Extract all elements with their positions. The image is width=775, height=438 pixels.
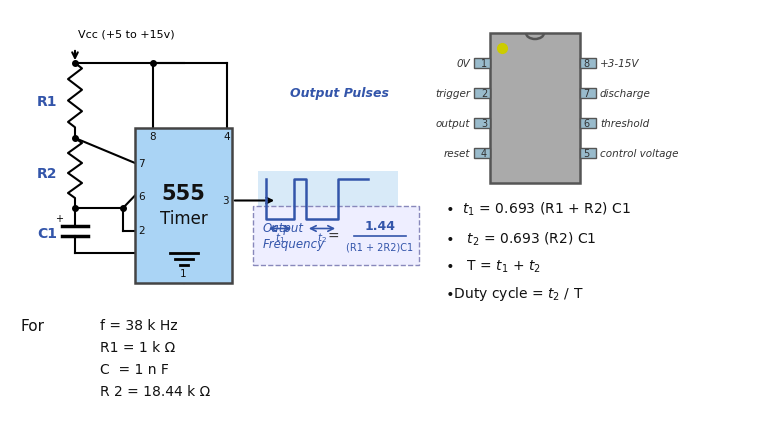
Text: $\bullet$   T = $t_1$ + $t_2$: $\bullet$ T = $t_1$ + $t_2$ bbox=[445, 258, 541, 275]
Text: 0V: 0V bbox=[456, 59, 470, 69]
Bar bbox=[580, 148, 596, 159]
Bar bbox=[135, 129, 232, 283]
Text: 3: 3 bbox=[480, 119, 487, 129]
Text: Vcc (+5 to +15v): Vcc (+5 to +15v) bbox=[78, 29, 174, 39]
Text: control voltage: control voltage bbox=[600, 148, 678, 159]
Text: R2: R2 bbox=[36, 166, 57, 180]
Bar bbox=[580, 119, 596, 129]
Text: discharge: discharge bbox=[600, 89, 651, 99]
Bar bbox=[490, 34, 580, 184]
Text: output: output bbox=[436, 119, 470, 129]
Bar bbox=[474, 148, 490, 159]
Text: 555: 555 bbox=[161, 184, 205, 204]
Text: $\bullet$Duty cycle = $t_2$ / T: $\bullet$Duty cycle = $t_2$ / T bbox=[445, 284, 584, 302]
Text: trigger: trigger bbox=[435, 89, 470, 99]
Text: (R1 + 2R2)C1: (R1 + 2R2)C1 bbox=[346, 242, 414, 252]
Text: 6: 6 bbox=[138, 191, 145, 201]
Text: threshold: threshold bbox=[600, 119, 649, 129]
Text: f = 38 k Hz: f = 38 k Hz bbox=[100, 318, 177, 332]
Text: $\bullet$  $t_1$ = 0.693 (R1 + R2) C1: $\bullet$ $t_1$ = 0.693 (R1 + R2) C1 bbox=[445, 200, 631, 217]
Text: 5: 5 bbox=[583, 148, 589, 159]
Text: $t_2$: $t_2$ bbox=[317, 231, 327, 245]
Text: $t_1$: $t_1$ bbox=[275, 231, 285, 245]
Bar bbox=[258, 171, 398, 224]
Text: 8: 8 bbox=[583, 59, 589, 69]
Text: R1 = 1 k Ω: R1 = 1 k Ω bbox=[100, 340, 175, 354]
Text: +: + bbox=[55, 213, 63, 223]
Bar bbox=[474, 59, 490, 69]
Text: Frequency: Frequency bbox=[263, 237, 326, 251]
FancyBboxPatch shape bbox=[253, 207, 419, 265]
Text: 1: 1 bbox=[180, 268, 187, 279]
Text: Output Pulses: Output Pulses bbox=[291, 87, 390, 100]
Text: 3: 3 bbox=[222, 196, 229, 206]
Text: +3-15V: +3-15V bbox=[600, 59, 639, 69]
Text: C  = 1 n F: C = 1 n F bbox=[100, 362, 169, 376]
Text: 7: 7 bbox=[138, 159, 145, 169]
Text: 4: 4 bbox=[224, 132, 230, 141]
Text: Timer: Timer bbox=[160, 209, 208, 227]
Text: R 2 = 18.44 k Ω: R 2 = 18.44 k Ω bbox=[100, 384, 210, 398]
Text: reset: reset bbox=[443, 148, 470, 159]
Text: 1: 1 bbox=[480, 59, 487, 69]
Text: 4: 4 bbox=[480, 148, 487, 159]
Text: C1: C1 bbox=[37, 227, 57, 241]
Bar bbox=[580, 89, 596, 99]
Text: 6: 6 bbox=[583, 119, 589, 129]
Text: Output: Output bbox=[263, 222, 304, 234]
Text: 1.44: 1.44 bbox=[364, 219, 395, 233]
Bar bbox=[474, 119, 490, 129]
Text: For: For bbox=[20, 318, 44, 333]
Bar bbox=[474, 89, 490, 99]
Text: 2: 2 bbox=[480, 89, 487, 99]
Text: 8: 8 bbox=[150, 132, 157, 141]
Text: 7: 7 bbox=[583, 89, 589, 99]
Bar bbox=[580, 59, 596, 69]
Text: $\bullet$   $t_2$ = 0.693 (R2) C1: $\bullet$ $t_2$ = 0.693 (R2) C1 bbox=[445, 230, 597, 247]
Text: =: = bbox=[327, 229, 339, 243]
Text: R1: R1 bbox=[36, 94, 57, 108]
Text: 2: 2 bbox=[138, 226, 145, 236]
